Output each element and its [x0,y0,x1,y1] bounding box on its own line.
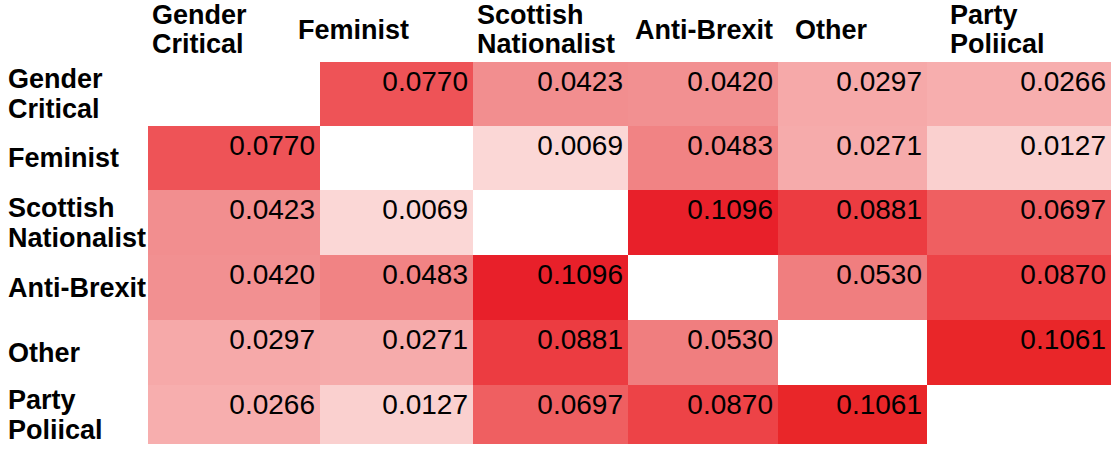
row-header-feminist: Feminist [0,126,148,190]
heatmap-cell: 0.0069 [320,190,473,255]
heatmap-cell-value: 0.0266 [229,389,315,420]
row-header-gender-critical: Gender Critical [0,62,148,126]
row-header-label: Party Poliical [8,385,103,445]
heatmap-cell-diagonal [778,320,927,385]
heatmap-cell: 0.0870 [927,255,1111,320]
heatmap-cell-value: 0.0420 [229,259,315,290]
heatmap-cell: 0.0697 [927,190,1111,255]
heatmap-cell-diagonal [927,385,1111,444]
heatmap-cell: 0.0881 [473,320,628,385]
col-header-label: Feminist [298,16,409,45]
heatmap-cell-value: 0.1096 [537,259,623,290]
heatmap-cell-value: 0.0127 [1020,130,1106,161]
cooccurrence-heatmap: Gender Critical Feminist Scottish National… [0,0,1111,450]
row-header-scottish-nationalist: Scottish Nationalist [0,190,148,255]
heatmap-cell-value: 0.0881 [537,324,623,355]
heatmap-cell-value: 0.0271 [836,130,922,161]
heatmap-cell: 0.0530 [628,320,778,385]
heatmap-cell: 0.0127 [927,126,1111,190]
heatmap-cell: 0.0266 [148,385,320,444]
row-header-party-poliical: Party Poliical [0,385,148,444]
col-header-other: Other [795,0,867,60]
heatmap-cell: 0.0271 [778,126,927,190]
heatmap-cell: 0.0423 [148,190,320,255]
row-header-other: Other [0,320,148,385]
heatmap-cell: 0.0266 [927,62,1111,126]
heatmap-cell: 0.0420 [628,62,778,126]
heatmap-cell: 0.0069 [473,126,628,190]
heatmap-cell-value: 0.1061 [836,389,922,420]
row-header-label: Gender Critical [8,64,103,124]
heatmap-cell-diagonal [473,190,628,255]
heatmap-cell-value: 0.0069 [537,130,623,161]
heatmap-cell-diagonal [320,126,473,190]
row-header-label: Anti-Brexit [8,273,146,303]
heatmap-cell: 0.0297 [148,320,320,385]
col-header-anti-brexit: Anti-Brexit [635,0,773,60]
heatmap-cell: 0.0530 [778,255,927,320]
row-header-label: Feminist [8,143,119,173]
col-header-label: Anti-Brexit [635,16,773,45]
heatmap-cell-value: 0.0870 [1020,259,1106,290]
heatmap-cell: 0.1061 [778,385,927,444]
col-header-label: Other [795,16,867,45]
col-header-feminist: Feminist [298,0,409,60]
heatmap-cell: 0.0297 [778,62,927,126]
heatmap-cell-diagonal [628,255,778,320]
heatmap-cell-value: 0.0483 [382,259,468,290]
heatmap-cell: 0.0770 [320,62,473,126]
heatmap-cell: 0.0870 [628,385,778,444]
heatmap-cell-value: 0.0697 [1020,194,1106,225]
heatmap-cell-value: 0.0770 [382,66,468,97]
col-header-label: Scottish Nationalist [477,1,615,59]
row-header-anti-brexit: Anti-Brexit [0,255,148,320]
col-header-label: Gender Critical [152,1,247,59]
heatmap-cell-value: 0.0297 [229,324,315,355]
heatmap-cell-value: 0.0271 [382,324,468,355]
heatmap-cell: 0.0423 [473,62,628,126]
heatmap-cell-value: 0.0420 [687,66,773,97]
heatmap-cell-value: 0.0297 [836,66,922,97]
heatmap-cell: 0.0483 [628,126,778,190]
col-header-label: Party Poliical [950,1,1045,59]
heatmap-cell-value: 0.0266 [1020,66,1106,97]
heatmap-cell-value: 0.0870 [687,389,773,420]
heatmap-cell-value: 0.0530 [687,324,773,355]
heatmap-cell-value: 0.1096 [687,194,773,225]
heatmap-cell: 0.0420 [148,255,320,320]
heatmap-cell-value: 0.0483 [687,130,773,161]
heatmap-cell: 0.0697 [473,385,628,444]
heatmap-cell-value: 0.0423 [537,66,623,97]
heatmap-cell: 0.1096 [628,190,778,255]
heatmap-cell-value: 0.1061 [1020,324,1106,355]
heatmap-cell: 0.0881 [778,190,927,255]
col-header-gender-critical: Gender Critical [152,0,247,60]
heatmap-cell-value: 0.0881 [836,194,922,225]
heatmap-cell-value: 0.0697 [537,389,623,420]
row-header-label: Other [8,338,80,368]
heatmap-cell: 0.0770 [148,126,320,190]
col-header-party-poliical: Party Poliical [950,0,1045,60]
heatmap-cell-value: 0.0530 [836,259,922,290]
heatmap-cell-value: 0.0069 [382,194,468,225]
heatmap-cell: 0.0483 [320,255,473,320]
heatmap-cell-value: 0.0127 [382,389,468,420]
row-header-label: Scottish Nationalist [8,193,146,253]
col-header-scottish-nationalist: Scottish Nationalist [477,0,615,60]
heatmap-cell: 0.0271 [320,320,473,385]
heatmap-cell: 0.1061 [927,320,1111,385]
heatmap-cell-value: 0.0770 [229,130,315,161]
heatmap-cell-value: 0.0423 [229,194,315,225]
heatmap-cell: 0.1096 [473,255,628,320]
heatmap-cell-diagonal [148,62,320,126]
heatmap-cell: 0.0127 [320,385,473,444]
